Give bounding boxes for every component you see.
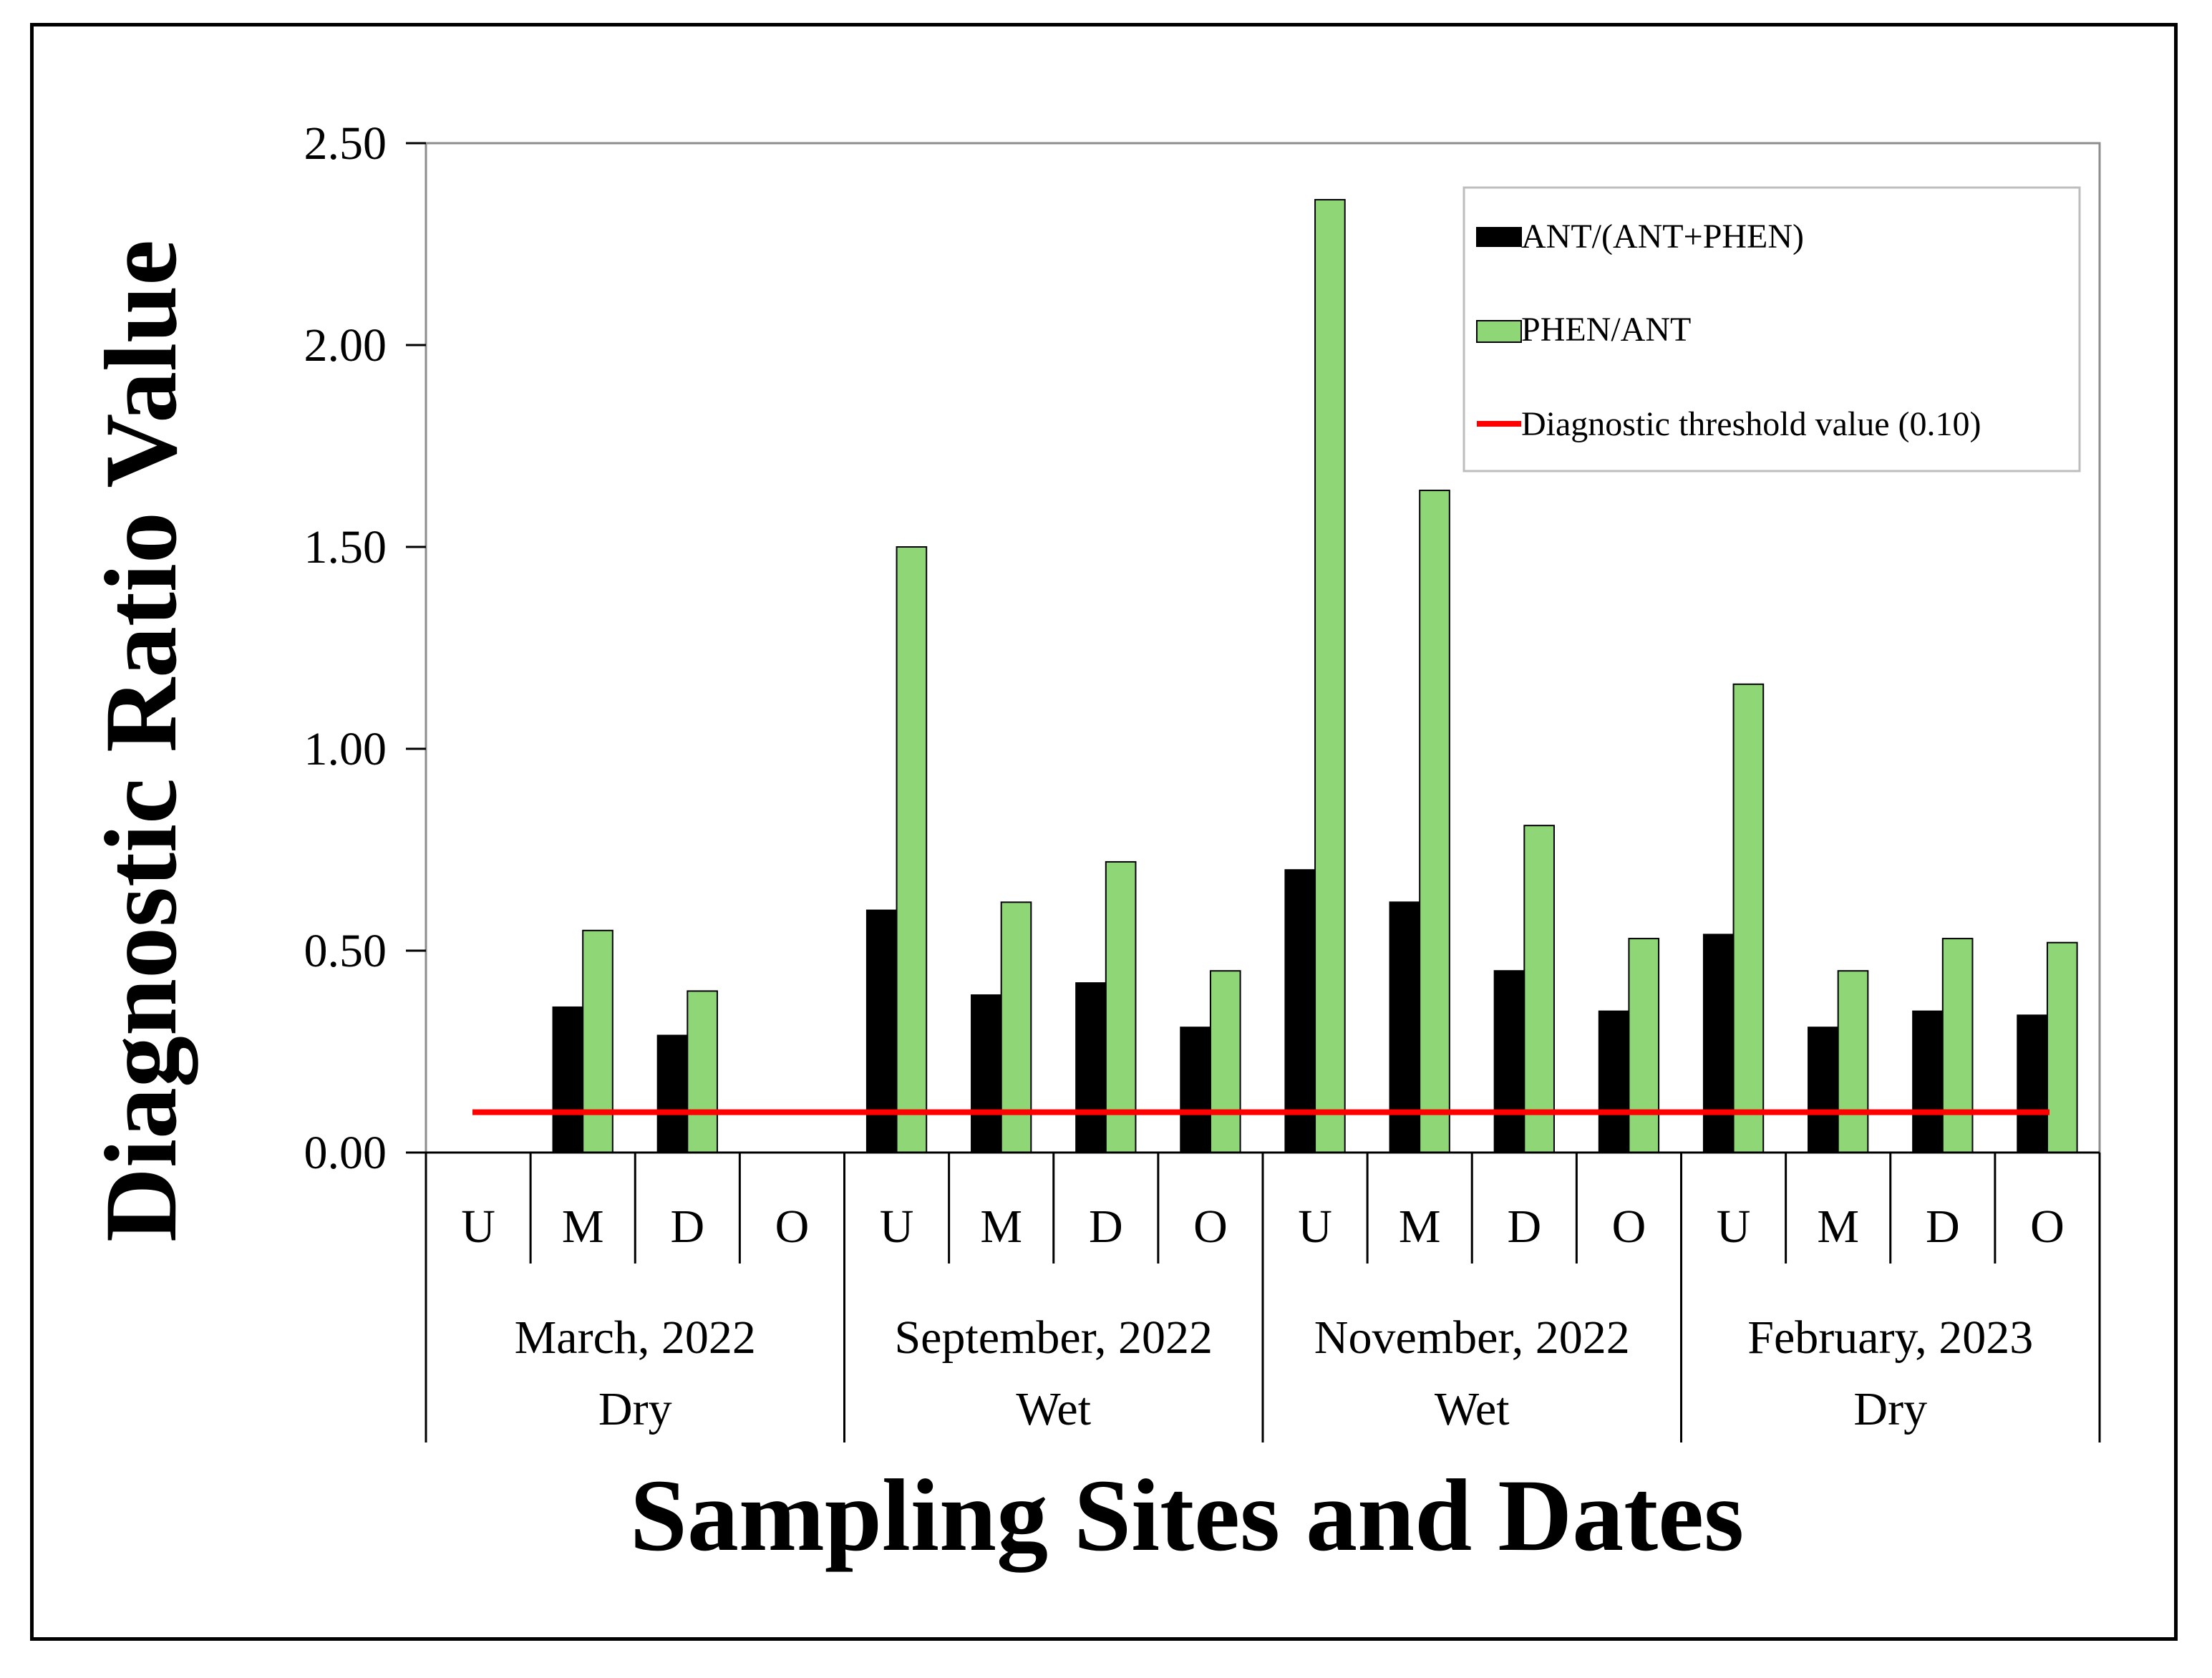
bar-phen-4 <box>896 546 928 1153</box>
bar-phen-6 <box>1105 860 1137 1154</box>
axes: 0.00 0.50 1.00 1.50 2.00 2.50 <box>304 117 2100 1179</box>
site-label: U <box>1298 1201 1332 1253</box>
bar-ant-13 <box>1808 1027 1839 1154</box>
site-label: O <box>775 1201 810 1253</box>
site-label: D <box>1089 1201 1123 1253</box>
site-label: M <box>980 1201 1022 1253</box>
site-label: D <box>1926 1201 1960 1253</box>
site-label: O <box>2030 1201 2065 1253</box>
legend-box <box>1462 186 2081 472</box>
group-season-label: Wet <box>1016 1383 1091 1435</box>
site-label: O <box>1193 1201 1228 1253</box>
bar-ant-1 <box>552 1006 584 1153</box>
legend-label-threshold: Diagnostic threshold value (0.10) <box>1521 405 1981 443</box>
group-date-label: September, 2022 <box>894 1311 1213 1364</box>
x-axis-title: Sampling Sites and Dates <box>630 1459 1744 1573</box>
y-tick-label: 0.50 <box>304 925 387 977</box>
group-date-label: November, 2022 <box>1314 1311 1630 1364</box>
bar-phen-12 <box>1732 683 1765 1153</box>
bar-phen-8 <box>1314 198 1346 1154</box>
y-tick-label: 0.00 <box>304 1127 387 1179</box>
site-label: O <box>1612 1201 1646 1253</box>
bar-phen-15 <box>2046 941 2078 1153</box>
bar-ant-10 <box>1493 970 1525 1153</box>
bar-phen-14 <box>1941 938 1974 1153</box>
x-axis-labels: U M D O U M D O U M D O U M D O March, 2022 Dry September,… <box>425 1153 2101 1442</box>
y-tick-label: 2.00 <box>304 319 387 372</box>
bar-phen-11 <box>1628 938 1660 1153</box>
group-season-label: Wet <box>1435 1383 1510 1435</box>
bar-phen-7 <box>1209 970 1241 1153</box>
site-label: U <box>461 1201 495 1253</box>
site-label: D <box>670 1201 704 1253</box>
group-date-label: February, 2023 <box>1747 1311 2033 1364</box>
y-axis-title: Diagnostic Ratio Value <box>84 240 198 1242</box>
bar-ant-7 <box>1180 1027 1211 1154</box>
site-label: M <box>562 1201 604 1253</box>
y-tick-label: 1.50 <box>304 521 387 573</box>
legend-label-ant: ANT/(ANT+PHEN) <box>1521 218 1804 256</box>
bar-phen-1 <box>582 929 613 1154</box>
bar-ant-6 <box>1075 982 1107 1153</box>
site-label: M <box>1399 1201 1441 1253</box>
bar-ant-12 <box>1702 933 1735 1153</box>
y-tick-label: 1.00 <box>304 723 387 775</box>
bar-ant-8 <box>1284 869 1316 1153</box>
bar-phen-9 <box>1419 490 1450 1153</box>
legend: ANT/(ANT+PHEN) PHEN/ANT Diagnostic thres… <box>1462 186 2081 472</box>
site-label: U <box>1717 1201 1751 1253</box>
chart-frame <box>30 23 2178 1641</box>
group-season-label: Dry <box>1853 1383 1927 1435</box>
bar-ant-5 <box>971 994 1002 1154</box>
group-season-label: Dry <box>598 1383 672 1435</box>
y-tick-label: 2.50 <box>304 117 387 170</box>
site-label: D <box>1507 1201 1541 1253</box>
legend-label-phen: PHEN/ANT <box>1521 311 1691 349</box>
bar-ant-14 <box>1912 1010 1944 1153</box>
legend-swatch-phen <box>1476 320 1522 343</box>
bar-ant-15 <box>2017 1014 2048 1153</box>
site-label: U <box>880 1201 914 1253</box>
bar-phen-2 <box>687 990 718 1154</box>
bar-phen-10 <box>1523 825 1555 1154</box>
bar-ant-2 <box>656 1034 689 1153</box>
bar-phen-13 <box>1837 970 1869 1153</box>
site-label: M <box>1817 1201 1859 1253</box>
legend-swatch-ant <box>1476 227 1522 247</box>
bar-ant-4 <box>865 909 898 1153</box>
bars <box>552 198 2078 1154</box>
group-date-label: March, 2022 <box>515 1311 756 1364</box>
bar-ant-11 <box>1598 1010 1630 1153</box>
